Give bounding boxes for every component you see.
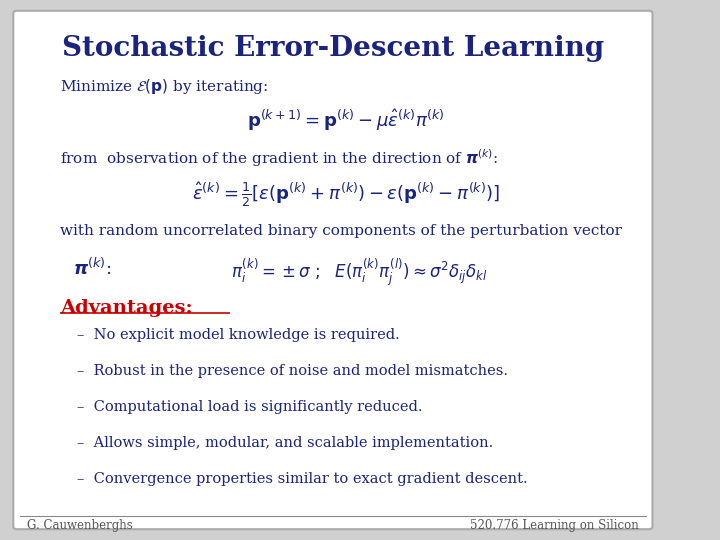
Text: with random uncorrelated binary components of the perturbation vector: with random uncorrelated binary componen… <box>60 224 622 238</box>
Text: –  No explicit model knowledge is required.: – No explicit model knowledge is require… <box>76 328 400 342</box>
Text: Advantages:: Advantages: <box>60 299 192 316</box>
Text: $\mathbf{p}^{(k+1)} = \mathbf{p}^{(k)} - \mu\hat{\varepsilon}^{(k)}\pi^{(k)}$: $\mathbf{p}^{(k+1)} = \mathbf{p}^{(k)} -… <box>248 108 445 133</box>
Text: 520.776 Learning on Silicon: 520.776 Learning on Silicon <box>470 519 639 532</box>
Text: G. Cauwenberghs: G. Cauwenberghs <box>27 519 132 532</box>
Text: from  observation of the gradient in the direction of $\boldsymbol{\pi}^{(k)}$:: from observation of the gradient in the … <box>60 147 498 168</box>
Text: –  Convergence properties similar to exact gradient descent.: – Convergence properties similar to exac… <box>76 472 527 487</box>
FancyBboxPatch shape <box>13 11 652 529</box>
Text: –  Robust in the presence of noise and model mismatches.: – Robust in the presence of noise and mo… <box>76 364 508 378</box>
Text: –  Allows simple, modular, and scalable implementation.: – Allows simple, modular, and scalable i… <box>76 436 492 450</box>
Text: Stochastic Error-Descent Learning: Stochastic Error-Descent Learning <box>62 35 604 62</box>
Text: $\pi_i^{(k)} = \pm\sigma \ ; \ \ E(\pi_i^{(k)}\pi_j^{(l)}) \approx \sigma^2 \del: $\pi_i^{(k)} = \pm\sigma \ ; \ \ E(\pi_i… <box>231 258 488 288</box>
Text: $\boldsymbol{\pi}^{(k)}$:: $\boldsymbol{\pi}^{(k)}$: <box>73 258 112 279</box>
Text: –  Computational load is significantly reduced.: – Computational load is significantly re… <box>76 400 422 414</box>
Text: $\hat{\varepsilon}^{(k)} = \frac{1}{2}[\varepsilon(\mathbf{p}^{(k)}+\pi^{(k)}) -: $\hat{\varepsilon}^{(k)} = \frac{1}{2}[\… <box>192 181 500 209</box>
Text: Minimize $\mathcal{E}(\mathbf{p})$ by iterating:: Minimize $\mathcal{E}(\mathbf{p})$ by it… <box>60 77 269 96</box>
